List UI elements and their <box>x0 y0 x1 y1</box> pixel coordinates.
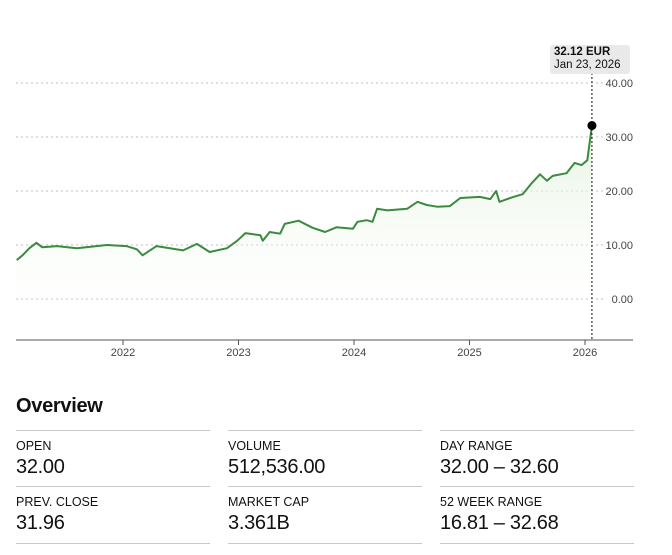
stat-value: 31.96 <box>16 512 65 534</box>
x-tick-label: 2022 <box>111 347 135 359</box>
stat-label: DAY RANGE <box>440 439 513 453</box>
divider <box>228 543 422 544</box>
stat-day-range: DAY RANGE 32.00 – 32.60 <box>440 430 634 487</box>
y-tick-label: 0.00 <box>612 294 633 306</box>
overview-heading: Overview <box>16 395 103 417</box>
stat-label: VOLUME <box>228 439 281 453</box>
y-tick-label: 10.00 <box>605 240 633 252</box>
x-tick-label: 2026 <box>573 347 597 359</box>
stat-52-week-range: 52 WEEK RANGE 16.81 – 32.68 <box>440 486 634 543</box>
y-tick-label: 30.00 <box>605 132 633 144</box>
stat-value: 3.361B <box>228 512 290 534</box>
stat-label: OPEN <box>16 439 52 453</box>
stat-label: MARKET CAP <box>228 495 310 509</box>
divider <box>440 543 634 544</box>
price-line <box>16 125 593 261</box>
last-point-marker[interactable] <box>587 121 597 131</box>
stat-label: PREV. CLOSE <box>16 495 99 509</box>
tooltip-date: Jan 23, 2026 <box>554 59 621 71</box>
divider <box>16 543 210 544</box>
tooltip-price: 32.12 EUR <box>554 46 611 58</box>
stat-volume: VOLUME 512,536.00 <box>228 430 422 487</box>
stat-market-cap: MARKET CAP 3.361B <box>228 486 422 543</box>
y-tick-label: 40.00 <box>605 78 633 90</box>
stat-label: 52 WEEK RANGE <box>440 495 543 509</box>
x-tick-label: 2025 <box>457 347 481 359</box>
price-chart[interactable]: 2022 2023 2024 2025 2026 0.00 10.00 20.00 30.00… <box>0 0 672 380</box>
stat-value: 512,536.00 <box>228 456 326 478</box>
x-tick-label: 2023 <box>226 347 250 359</box>
y-tick-label: 20.00 <box>605 186 633 198</box>
x-tick-label: 2024 <box>342 347 366 359</box>
chart-tooltip: 32.12 EUR Jan 23, 2026 <box>550 45 630 74</box>
stat-prev-close: PREV. CLOSE 31.96 <box>16 486 210 543</box>
stat-value: 32.00 – 32.60 <box>440 456 559 478</box>
stat-value: 16.81 – 32.68 <box>440 512 559 534</box>
price-area <box>16 125 592 340</box>
stat-value: 32.00 <box>16 456 65 478</box>
stat-open: OPEN 32.00 <box>16 430 210 487</box>
